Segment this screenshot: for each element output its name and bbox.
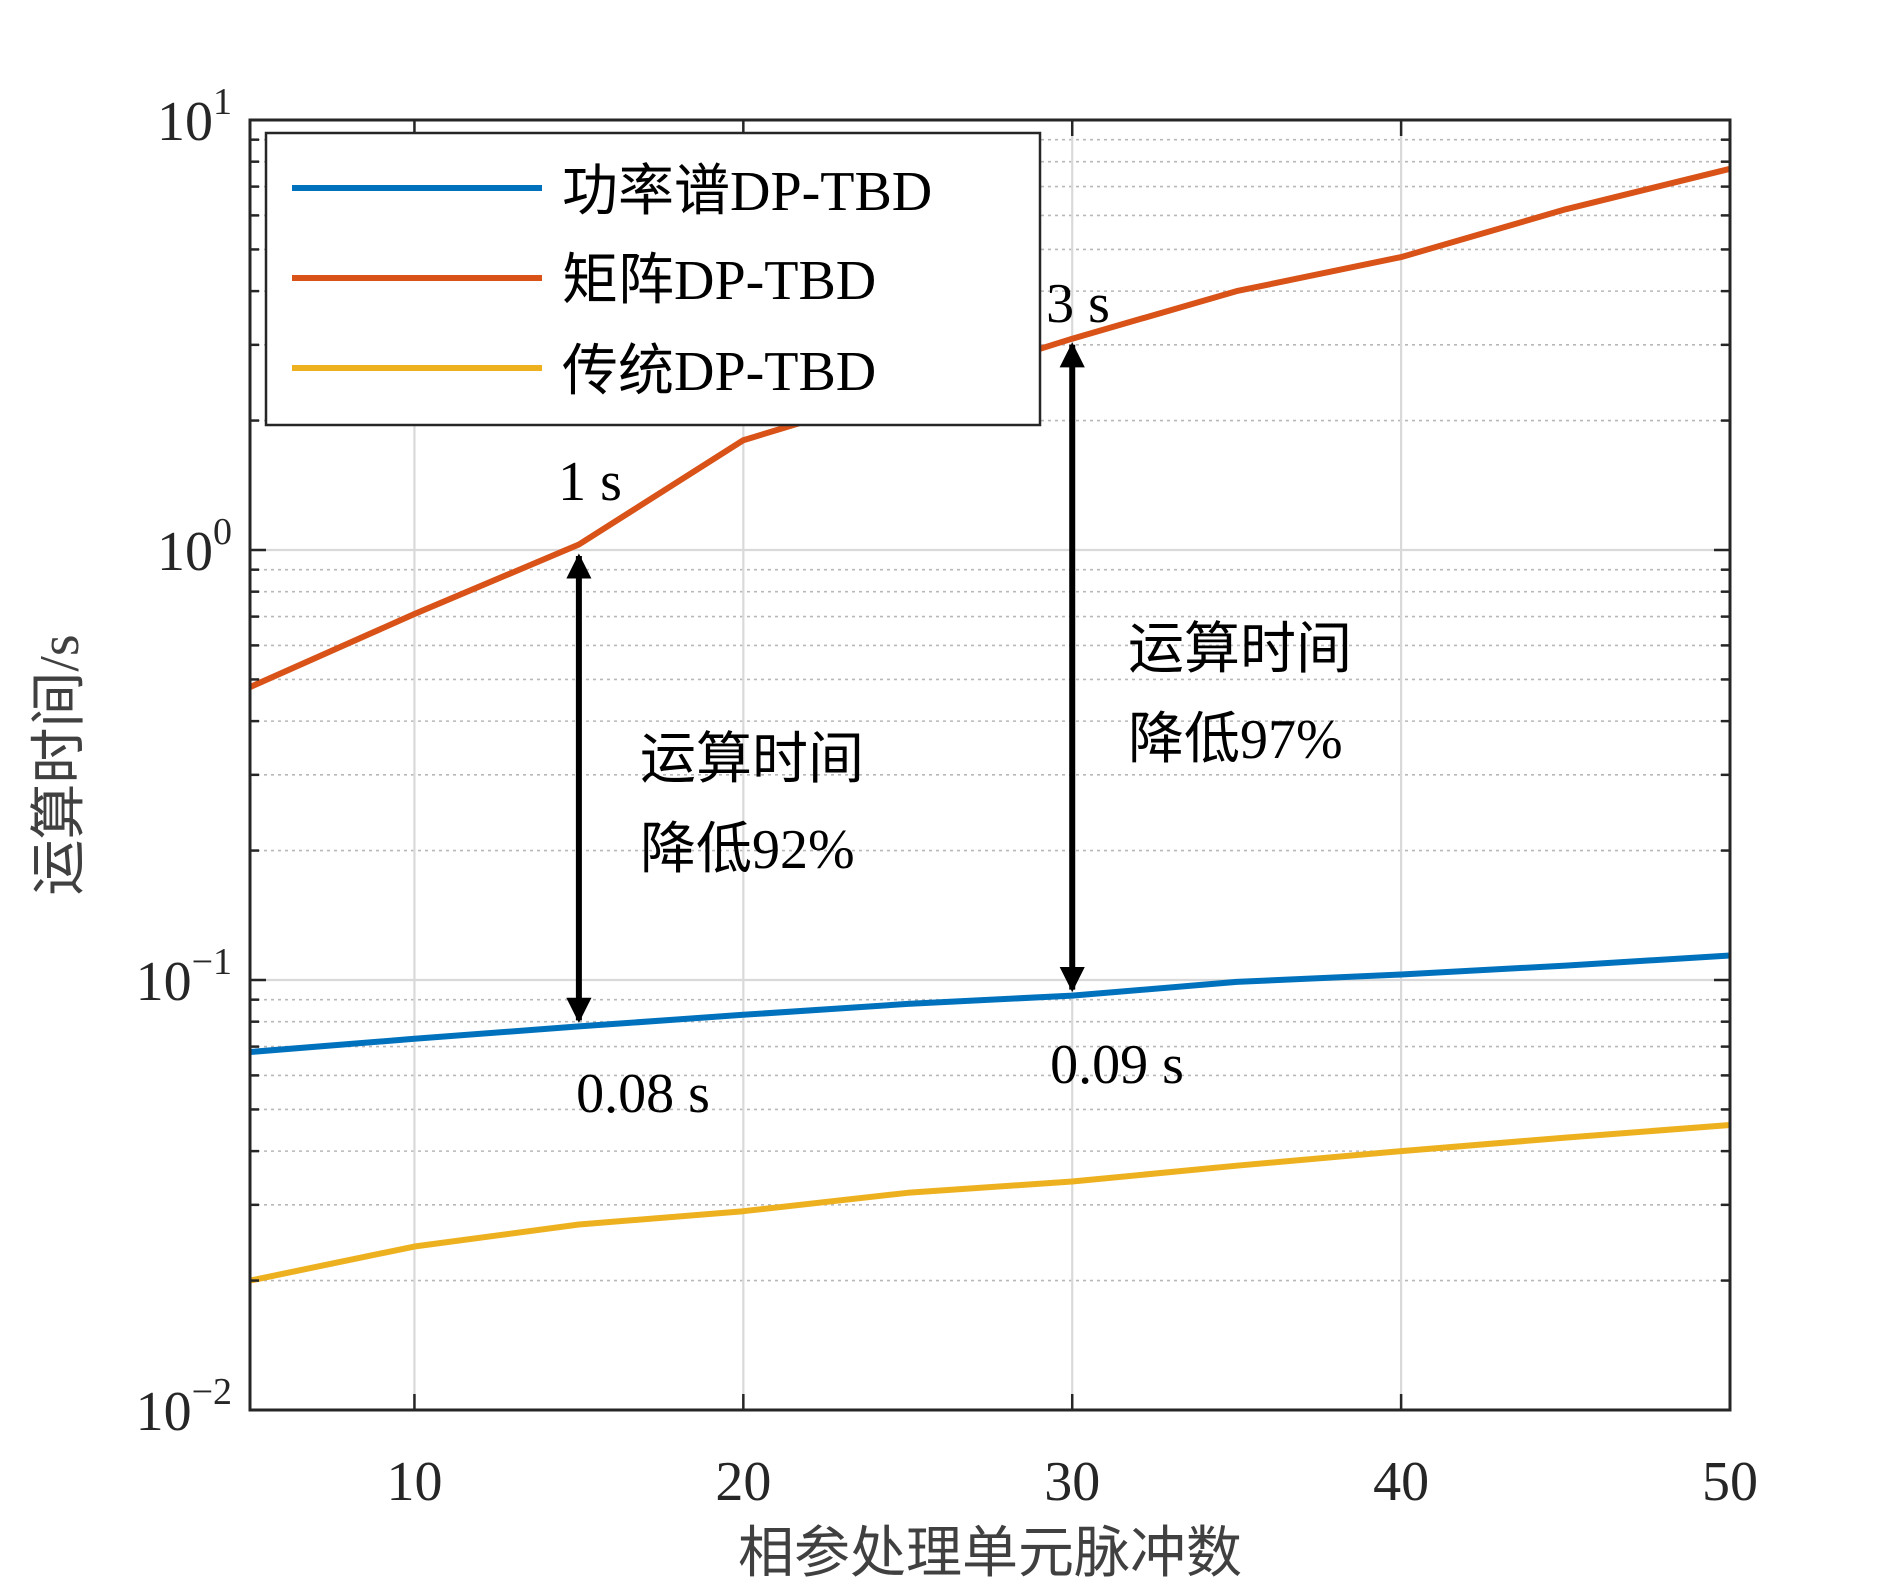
x-tick-label: 30 xyxy=(1044,1451,1100,1513)
annotation-left-line2: 降低92% xyxy=(640,819,855,881)
x-tick-labels: 10 20 30 40 50 xyxy=(386,1451,1758,1513)
x-tick-label: 40 xyxy=(1373,1451,1429,1513)
arrows-layer xyxy=(566,342,1085,1023)
axes-frame xyxy=(248,118,1732,1412)
y-tick-labels: 10−2 10−1 100 101 xyxy=(136,81,232,1443)
annotation-left-line1: 运算时间 xyxy=(640,729,864,791)
annotation-right-bottom: 0.09 s xyxy=(1050,1034,1184,1096)
y-tick-label: 10−2 xyxy=(136,1371,232,1443)
y-axis-title: 运算时间/s xyxy=(29,634,91,895)
x-axis-title: 相参处理单元脉冲数 xyxy=(738,1523,1242,1581)
ticks xyxy=(250,118,1732,1412)
legend-label-traditional: 传统DP-TBD xyxy=(562,341,876,403)
y-tick-label: 100 xyxy=(157,511,232,583)
annotation-left-bottom: 0.08 s xyxy=(576,1063,710,1125)
y-tick-label: 101 xyxy=(157,81,232,153)
x-tick-label: 50 xyxy=(1702,1451,1758,1513)
legend-label-matrix: 矩阵DP-TBD xyxy=(562,250,876,312)
annotation-right-line1: 运算时间 xyxy=(1128,619,1352,681)
y-tick-label: 10−1 xyxy=(136,941,232,1013)
x-tick-label: 20 xyxy=(715,1451,771,1513)
annotation-right-line2: 降低97% xyxy=(1128,709,1343,771)
annotation-right-top: 3 s xyxy=(1046,273,1110,335)
legend-label-power-spectrum: 功率谱DP-TBD xyxy=(562,161,932,223)
series-line-2 xyxy=(249,1122,1731,1284)
x-tick-label: 10 xyxy=(386,1451,442,1513)
series-line-0 xyxy=(249,952,1731,1055)
annotation-left-top: 1 s xyxy=(558,451,622,513)
legend: 功率谱DP-TBD 矩阵DP-TBD 传统DP-TBD xyxy=(264,131,1042,427)
